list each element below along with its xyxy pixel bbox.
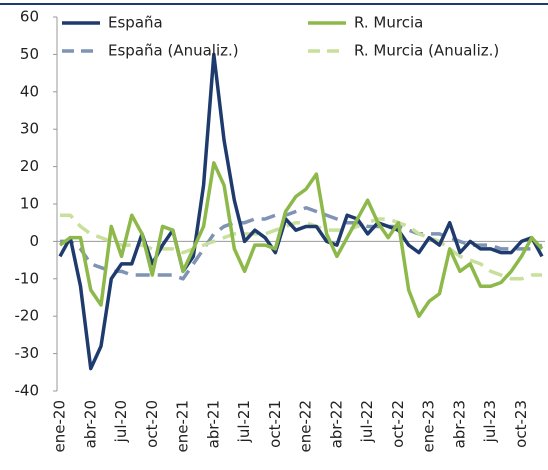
y-tick-label: -20	[15, 307, 40, 325]
y-tick-label: 20	[20, 157, 39, 175]
y-tick-label: -40	[15, 382, 40, 400]
y-tick-label: -30	[15, 344, 40, 362]
x-tick-label: ene-23	[420, 400, 438, 452]
y-tick-label: 0	[29, 232, 39, 250]
y-tick-label: 40	[20, 82, 39, 100]
x-tick-label: abr-23	[450, 400, 468, 448]
x-tick-label: oct-21	[266, 400, 284, 448]
y-tick-label: -10	[15, 269, 40, 287]
x-tick-label: jul-21	[235, 400, 253, 443]
x-tick-label: oct-23	[512, 400, 530, 448]
x-tick-label: abr-20	[81, 400, 99, 448]
y-tick-label: 30	[20, 120, 39, 138]
x-tick-label: jul-22	[358, 400, 376, 443]
series-line	[58, 52, 544, 371]
y-tick-label: 10	[20, 195, 39, 213]
x-tick-label: ene-22	[297, 400, 315, 452]
legend-label: España	[108, 14, 163, 32]
x-tick-label: jul-20	[112, 400, 130, 443]
series-line	[58, 161, 544, 318]
y-tick-label: 60	[20, 8, 39, 26]
y-tick-label: 50	[20, 45, 39, 63]
series-line	[60, 213, 542, 281]
x-tick-label: ene-20	[51, 400, 69, 452]
legend-label: R. Murcia (Anualiz.)	[354, 42, 499, 60]
legend-label: España (Anualiz.)	[108, 42, 239, 60]
x-tick-label: jul-23	[481, 400, 499, 443]
x-tick-label: oct-20	[143, 400, 161, 448]
x-tick-label: abr-21	[204, 400, 222, 448]
legend-label: R. Murcia	[354, 14, 423, 32]
x-tick-label: ene-21	[174, 400, 192, 452]
x-tick-label: abr-22	[327, 400, 345, 448]
series-line	[60, 205, 543, 281]
x-tick-label: oct-22	[389, 400, 407, 448]
